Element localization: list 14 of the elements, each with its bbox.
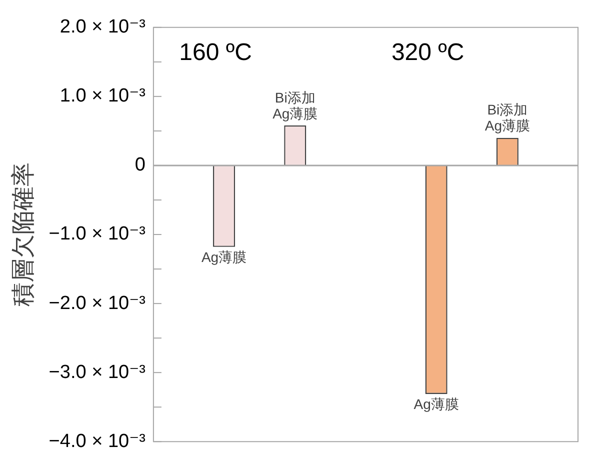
text: Bi添加 Ag薄膜 [272, 89, 318, 122]
y-tick-label: −1.0 × 10⁻³ [48, 224, 146, 245]
y-tick-label: −2.0 × 10⁻³ [48, 292, 146, 314]
y-tick-label: 2.0 × 10⁻³ [60, 16, 146, 38]
y-axis-title: 積層欠陥確率 [10, 162, 38, 306]
x-tick-label: 320 ºC [391, 39, 464, 66]
y-tick-label: 0 [134, 154, 146, 176]
series-label: Ag薄膜 [414, 396, 459, 412]
series-label: Bi添加 Ag薄膜 [484, 102, 530, 134]
text: Ag薄膜 [201, 248, 247, 265]
y-tick-label: 1.0 × 10⁻³ [60, 86, 146, 107]
y-tick-label: −4.0 × 10⁻³ [48, 430, 146, 452]
x-tick-label: 160 ºC [179, 39, 252, 66]
y-tick-label: −3.0 × 10⁻³ [48, 362, 146, 383]
